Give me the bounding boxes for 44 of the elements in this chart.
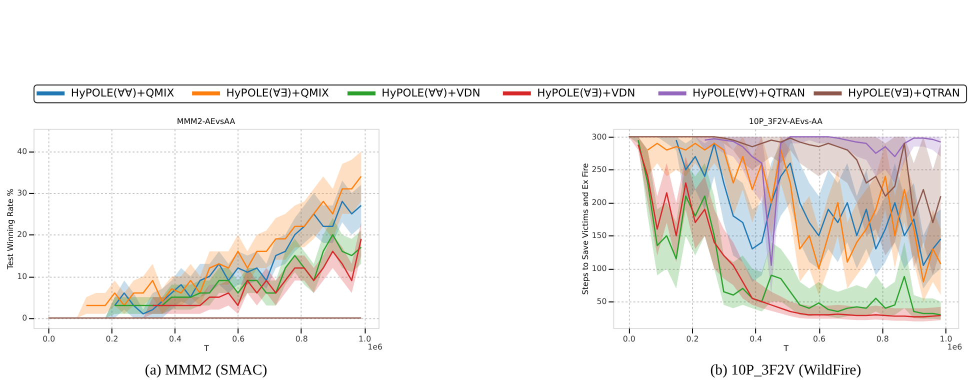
text: 1e6	[368, 342, 382, 352]
line-series	[628, 136, 942, 224]
legend-label: HyPOLE(∀∃)+QMIX	[226, 86, 330, 100]
x-tick-label: 0.2	[686, 334, 699, 344]
x-tick-label: 0.2	[106, 334, 118, 344]
y-tick-label: 200	[592, 198, 607, 208]
y-tick-label: 100	[592, 264, 607, 274]
y-tick-label: 30	[17, 188, 28, 198]
x-tick-label: 1.0	[940, 334, 952, 344]
x-tick-label: 0.0	[42, 334, 56, 344]
x-tick-label: 0.6	[232, 334, 245, 344]
chart-title: 10P_3F2V-AEvs-AA	[748, 116, 824, 126]
y-tick-label: 150	[592, 231, 607, 240]
x-tick-label: 0.4	[168, 334, 182, 344]
x-tick-label: 1.0	[358, 334, 372, 344]
line-series	[114, 234, 362, 306]
line-series	[152, 238, 362, 306]
line-series	[114, 200, 362, 314]
y-tick-label: 10	[17, 272, 28, 281]
y-tick-label: 250	[592, 165, 607, 174]
x-tick-label: 0.8	[295, 334, 308, 344]
legend-label: HyPOLE(∀∀)+QTRAN	[692, 86, 806, 100]
x-axis-title: T	[782, 344, 789, 354]
text: (b) 10P_3F2V (WildFire)	[710, 362, 862, 378]
y-tick-label: 40	[17, 146, 28, 156]
y-axis-title: Test Winning Rate %	[6, 188, 16, 270]
chart-title: MMM2-AEvsAA	[176, 116, 236, 126]
line-series	[86, 176, 362, 306]
text: 1e6	[947, 342, 962, 352]
x-tick-label: 0.0	[622, 334, 636, 344]
legend-label: HyPOLE(∀∃)+VDN	[537, 86, 636, 100]
y-tick-label: 300	[592, 132, 607, 142]
legend-label: HyPOLE(∀∃)+QTRAN	[848, 86, 960, 100]
y-tick-label: 20	[17, 230, 28, 240]
legend-label: HyPOLE(∀∀)+QMIX	[70, 86, 175, 100]
x-tick-label: 0.4	[750, 334, 762, 344]
y-tick-label: 50	[596, 297, 607, 306]
y-axis-title: Steps to Save Victims and Ex Fire	[580, 163, 590, 295]
text: (a) MMM2 (SMAC)	[144, 362, 268, 378]
x-axis-title: T	[203, 344, 210, 354]
y-tick-label: 0	[22, 313, 28, 322]
x-tick-label: 0.8	[876, 334, 889, 344]
x-tick-label: 0.6	[813, 334, 826, 344]
legend-label: HyPOLE(∀∀)+VDN	[382, 86, 480, 100]
